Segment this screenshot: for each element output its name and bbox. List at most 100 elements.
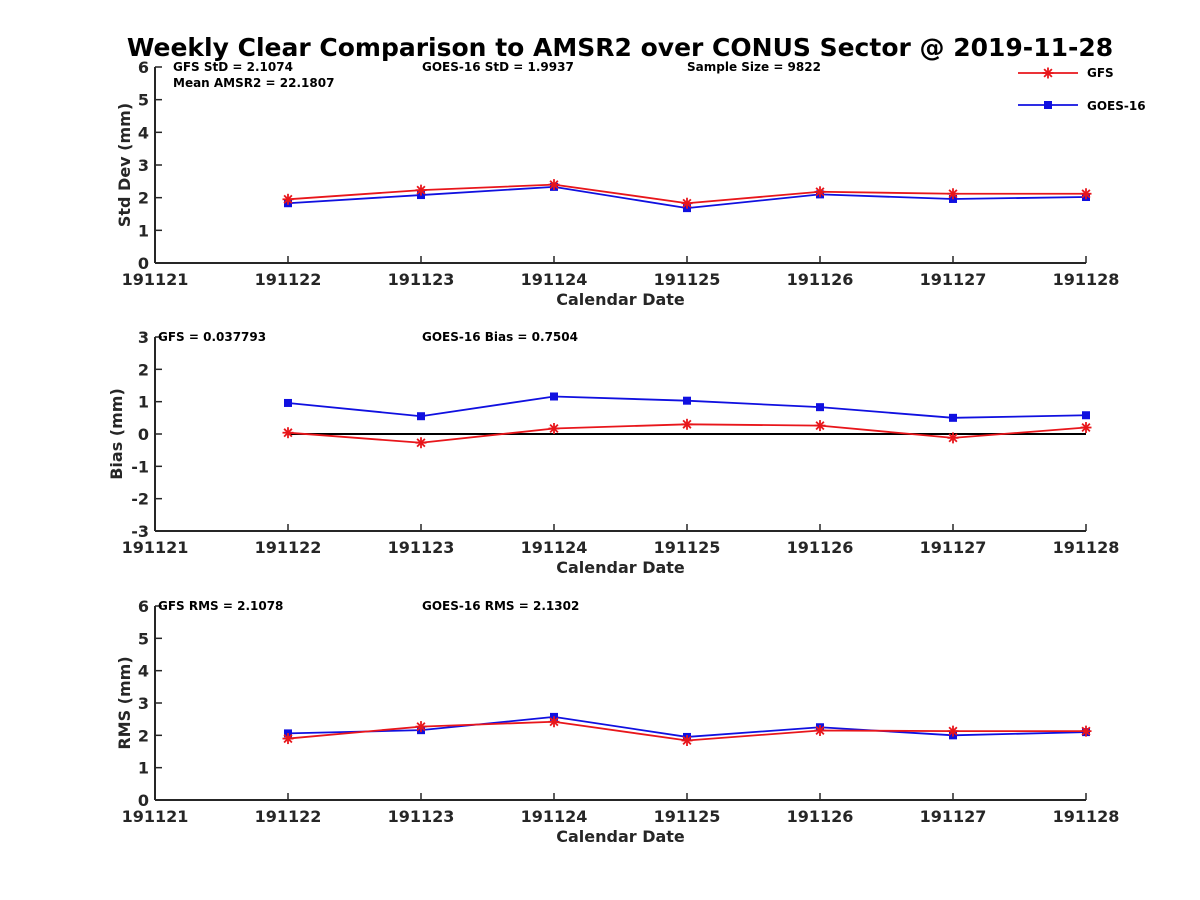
x-axis-label: Calendar Date xyxy=(556,827,685,846)
data-point-gfs-stroke xyxy=(1081,189,1091,199)
x-tick-label: 191123 xyxy=(388,807,455,826)
data-point-gfs-stroke xyxy=(815,725,825,736)
y-tick-label: 3 xyxy=(138,694,149,713)
y-tick-label: 3 xyxy=(138,156,149,175)
data-point-gfs-stroke xyxy=(283,194,293,204)
x-tick-label: 191127 xyxy=(920,807,987,826)
y-tick-label: -1 xyxy=(131,457,149,476)
legend-goes16-marker xyxy=(1044,101,1052,109)
legend-goes16-square xyxy=(1044,101,1052,109)
y-tick-label: 1 xyxy=(138,393,149,412)
data-point-goes16 xyxy=(417,412,425,421)
x-tick-label: 191122 xyxy=(255,270,322,289)
y-tick-label: 0 xyxy=(138,791,149,810)
legend-gfs-marker xyxy=(1042,67,1054,79)
data-point-gfs xyxy=(548,179,560,191)
data-point-gfs xyxy=(282,733,294,745)
data-point-gfs xyxy=(415,721,427,733)
data-point-gfs xyxy=(415,184,427,196)
data-point-gfs-stroke xyxy=(948,433,958,443)
y-tick-label: 6 xyxy=(138,597,149,616)
data-point-gfs xyxy=(282,193,294,205)
data-point-gfs xyxy=(1080,188,1092,200)
y-tick-label: 2 xyxy=(138,189,149,208)
y-tick-label: 4 xyxy=(138,123,149,142)
x-tick-label: 191128 xyxy=(1053,270,1120,289)
data-point-gfs xyxy=(947,188,959,200)
y-tick-label: 4 xyxy=(138,662,149,681)
data-point-gfs xyxy=(1080,422,1092,434)
stat-annotation: GOES-16 StD = 1.9937 xyxy=(422,60,574,74)
stat-annotation: Mean AMSR2 = 22.1807 xyxy=(173,76,334,90)
y-tick-label: 0 xyxy=(138,254,149,273)
x-tick-label: 191121 xyxy=(122,807,189,826)
stat-annotation: GFS StD = 2.1074 xyxy=(173,60,293,74)
legend-gfs-asterisk xyxy=(1042,67,1054,79)
data-point-gfs xyxy=(947,725,959,737)
x-tick-label: 191126 xyxy=(787,807,854,826)
data-point-goes16 xyxy=(550,392,558,401)
data-point-gfs-stroke xyxy=(815,187,825,197)
x-tick-label: 191122 xyxy=(255,538,322,557)
data-point-gfs xyxy=(681,197,693,209)
stat-annotation: GFS RMS = 2.1078 xyxy=(158,599,283,613)
stat-annotation: GOES-16 RMS = 2.1302 xyxy=(422,599,579,613)
x-tick-label: 191121 xyxy=(122,270,189,289)
x-tick-label: 191124 xyxy=(521,270,588,289)
chart-title: Weekly Clear Comparison to AMSR2 over CO… xyxy=(127,33,1113,62)
x-tick-label: 191126 xyxy=(787,270,854,289)
legend-gfs-asterisk-stroke xyxy=(1043,68,1053,78)
data-point-gfs xyxy=(1080,725,1092,737)
data-point-goes16 xyxy=(1082,411,1090,420)
x-tick-label: 191125 xyxy=(654,270,721,289)
data-point-gfs-stroke xyxy=(682,419,692,429)
x-tick-label: 191126 xyxy=(787,538,854,557)
x-tick-label: 191127 xyxy=(920,538,987,557)
data-point-goes16 xyxy=(284,398,292,407)
data-point-gfs-stroke xyxy=(682,735,692,746)
y-tick-label: -2 xyxy=(131,490,149,509)
x-axis-label: Calendar Date xyxy=(556,558,685,577)
y-tick-label: 1 xyxy=(138,759,149,778)
y-axis-label: RMS (mm) xyxy=(115,656,134,749)
x-tick-label: 191121 xyxy=(122,538,189,557)
chart-panel-3: 0 1 2 3 4 5 6 191121 191122 191123 191124 191125 191… xyxy=(115,597,1119,846)
data-point-gfs xyxy=(814,420,826,432)
y-tick-label: 5 xyxy=(138,629,149,648)
data-point-gfs xyxy=(947,432,959,444)
x-tick-label: 191122 xyxy=(255,807,322,826)
y-tick-label: -3 xyxy=(131,522,149,541)
data-point-goes16 xyxy=(949,413,957,422)
y-tick-label: 0 xyxy=(138,425,149,444)
data-point-goes16 xyxy=(683,396,691,405)
chart-panel-2: -3 -2 -1 0 1 2 3 191121 191122 191123 191124 191125… xyxy=(107,328,1119,577)
data-point-gfs xyxy=(282,427,294,439)
data-point-gfs-stroke xyxy=(416,438,426,448)
data-point-gfs-stroke xyxy=(948,189,958,199)
y-tick-label: 2 xyxy=(138,360,149,379)
x-tick-label: 191128 xyxy=(1053,538,1120,557)
data-point-gfs xyxy=(681,418,693,430)
data-point-gfs-stroke xyxy=(815,421,825,431)
y-tick-label: 6 xyxy=(138,58,149,77)
y-axis-label: Bias (mm) xyxy=(107,388,126,480)
data-point-goes16 xyxy=(816,403,824,412)
data-point-gfs xyxy=(814,186,826,198)
data-point-gfs xyxy=(415,437,427,449)
legend: GFS GOES-16 xyxy=(1018,66,1146,113)
data-point-gfs-stroke xyxy=(283,734,293,744)
x-tick-label: 191124 xyxy=(521,538,588,557)
data-point-gfs xyxy=(814,724,826,736)
data-point-gfs-stroke xyxy=(1081,726,1091,736)
x-tick-label: 191125 xyxy=(654,807,721,826)
data-point-gfs xyxy=(548,716,560,728)
data-point-gfs-stroke xyxy=(549,423,559,434)
data-point-gfs-stroke xyxy=(549,180,559,190)
x-tick-label: 191123 xyxy=(388,270,455,289)
y-tick-label: 5 xyxy=(138,91,149,110)
x-tick-label: 191125 xyxy=(654,538,721,557)
chart-panel-1: 0 1 2 3 4 5 6 191121 191122 191123 191124 191125 191… xyxy=(115,58,1119,309)
stat-annotation: Sample Size = 9822 xyxy=(687,60,821,74)
x-tick-label: 191124 xyxy=(521,807,588,826)
